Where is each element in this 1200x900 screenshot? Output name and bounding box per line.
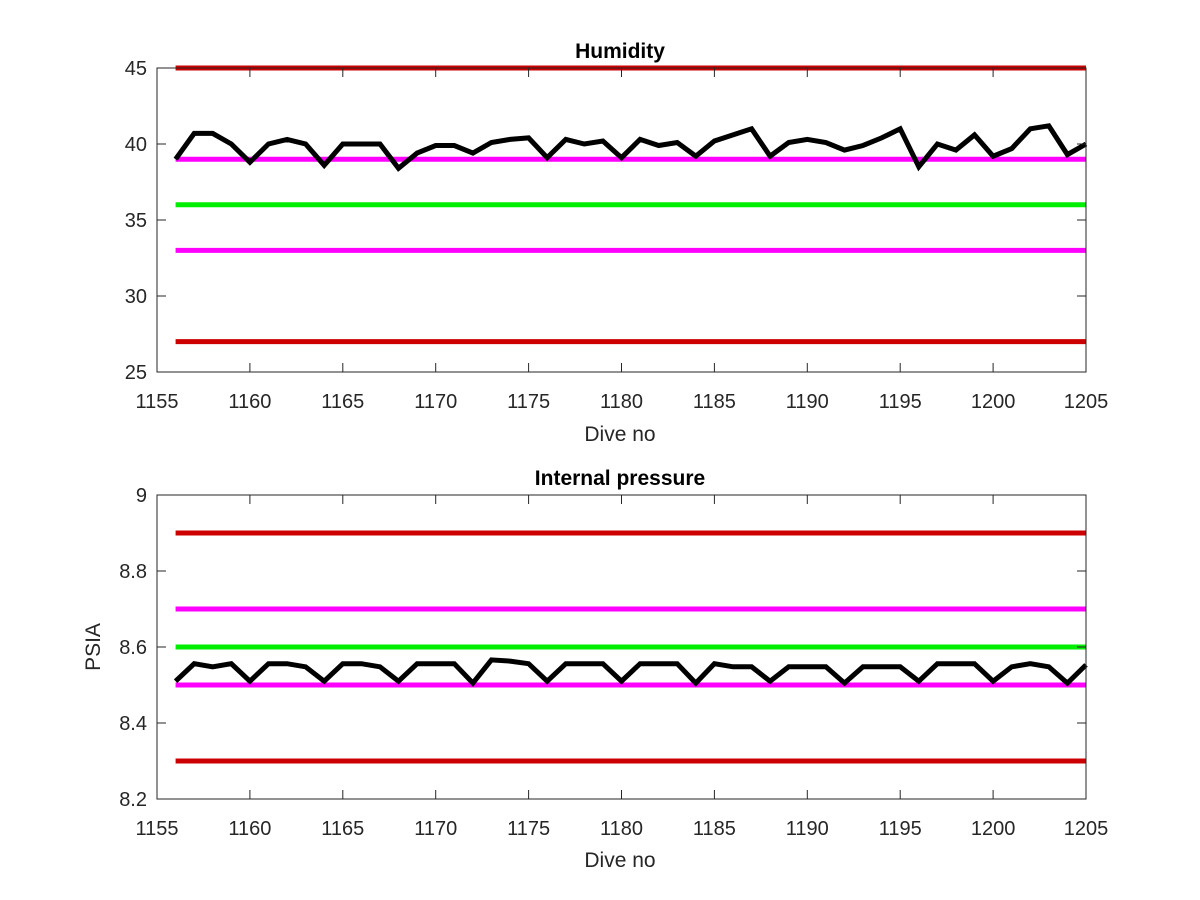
internal-pressure-reference-lines bbox=[175, 530, 1086, 764]
humidity-y-tick-label-1: 30 bbox=[125, 286, 147, 308]
humidity-x-tick-label-10: 1205 bbox=[1064, 391, 1109, 413]
humidity-title: Humidity bbox=[575, 40, 665, 63]
internal-pressure-y-axis-label: PSIA bbox=[82, 623, 105, 671]
internal-pressure-y-tick-label-3: 8.8 bbox=[119, 561, 147, 583]
humidity-x-tick-label-4: 1175 bbox=[507, 391, 550, 413]
internal-pressure-x-tick-label-10: 1205 bbox=[1064, 818, 1109, 840]
humidity-x-axis-label: Dive no bbox=[584, 423, 655, 446]
humidity-x-tick-label-6: 1185 bbox=[693, 391, 736, 413]
internal-pressure-x-tick-label-6: 1185 bbox=[693, 818, 736, 840]
humidity-x-tick-label-3: 1170 bbox=[414, 391, 457, 413]
internal-pressure-y-tick-label-0: 8.2 bbox=[119, 789, 147, 811]
humidity-y-tick-label-2: 35 bbox=[125, 210, 147, 232]
humidity-x-tick-label-5: 1180 bbox=[600, 391, 643, 413]
humidity-x-tick-label-1: 1160 bbox=[228, 391, 271, 413]
humidity-ticks: 1155 1160 1165 1170 1175 1180 1185 1190 1195 1200… bbox=[125, 58, 1109, 413]
internal-pressure-x-tick-label-1: 1160 bbox=[228, 818, 271, 840]
internal-pressure-x-axis-label: Dive no bbox=[584, 849, 655, 872]
humidity-x-tick-label-9: 1200 bbox=[971, 391, 1016, 413]
internal-pressure-series bbox=[173, 657, 1088, 687]
internal-pressure-title: Internal pressure bbox=[535, 467, 705, 490]
internal-pressure-ticks: 1155 1160 1165 1170 1175 1180 1185 1190 1195 1200… bbox=[119, 485, 1108, 840]
humidity-y-tick-label-3: 40 bbox=[125, 134, 147, 156]
humidity-subplot: Humidity 1155 1160 1165 1170 1175 1180 1185 119… bbox=[125, 40, 1109, 446]
humidity-series bbox=[173, 123, 1088, 172]
internal-pressure-subplot: Internal pressure 1155 1160 1165 1170 1175 11… bbox=[82, 467, 1108, 872]
internal-pressure-y-tick-label-2: 8.6 bbox=[119, 637, 147, 659]
humidity-y-tick-label-4: 45 bbox=[125, 58, 147, 80]
humidity-x-tick-label-7: 1190 bbox=[786, 391, 829, 413]
internal-pressure-y-tick-label-4: 9 bbox=[136, 485, 147, 507]
internal-pressure-x-tick-label-2: 1165 bbox=[321, 818, 364, 840]
internal-pressure-y-tick-label-1: 8.4 bbox=[119, 713, 147, 735]
internal-pressure-x-tick-label-3: 1170 bbox=[414, 818, 457, 840]
internal-pressure-data-line-0 bbox=[173, 657, 1088, 687]
humidity-x-tick-label-2: 1165 bbox=[321, 391, 364, 413]
humidity-y-tick-label-0: 25 bbox=[125, 362, 147, 384]
humidity-x-tick-label-0: 1155 bbox=[135, 391, 178, 413]
internal-pressure-x-tick-label-4: 1175 bbox=[507, 818, 550, 840]
internal-pressure-x-tick-label-5: 1180 bbox=[600, 818, 643, 840]
internal-pressure-x-tick-label-9: 1200 bbox=[971, 818, 1016, 840]
internal-pressure-x-tick-label-8: 1195 bbox=[879, 818, 922, 840]
internal-pressure-x-tick-label-0: 1155 bbox=[135, 818, 178, 840]
internal-pressure-x-tick-label-7: 1190 bbox=[786, 818, 829, 840]
humidity-x-tick-label-8: 1195 bbox=[879, 391, 922, 413]
humidity-data-line-0 bbox=[173, 123, 1088, 172]
